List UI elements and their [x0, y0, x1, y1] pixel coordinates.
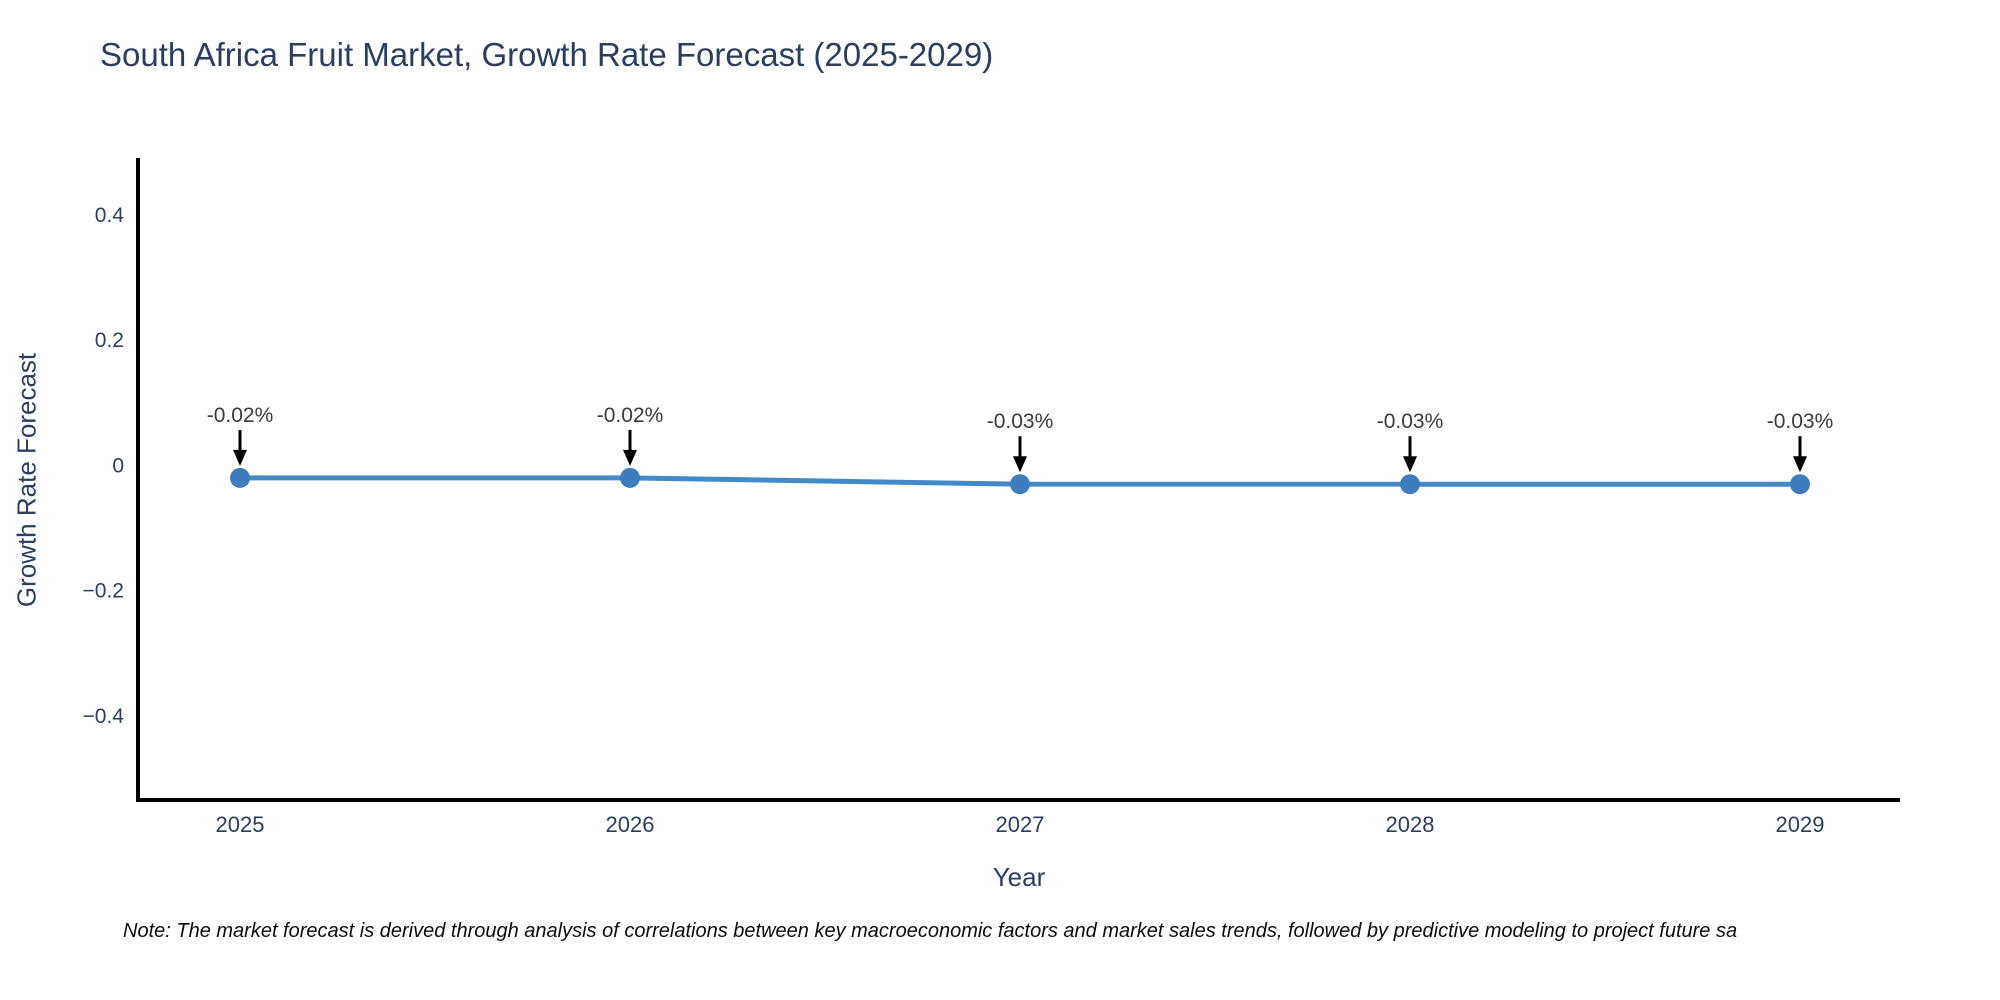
data-point[interactable] [1010, 474, 1030, 495]
x-tick-label: 2025 [216, 812, 265, 837]
annotation-arrowhead [1403, 456, 1417, 473]
x-axis-title: Year [992, 862, 1046, 892]
point-annotation: -0.03% [1377, 410, 1444, 433]
annotation-arrowhead [233, 449, 247, 466]
annotation-arrowhead [1793, 456, 1807, 473]
y-tick-label: 0 [112, 454, 124, 477]
point-annotation: -0.02% [597, 404, 664, 427]
data-point[interactable] [1790, 474, 1810, 495]
data-point[interactable] [230, 467, 250, 488]
data-point[interactable] [1400, 474, 1420, 495]
annotation-arrowhead [623, 449, 637, 466]
x-tick-label: 2027 [996, 812, 1045, 837]
point-annotation: -0.03% [987, 410, 1054, 433]
data-point[interactable] [620, 467, 640, 488]
footnote: Note: The market forecast is derived thr… [123, 920, 1738, 942]
x-tick-label: 2029 [1776, 812, 1825, 837]
x-tick-label: 2026 [606, 812, 655, 837]
y-tick-label: 0.2 [95, 329, 124, 352]
annotation-arrowhead [1013, 456, 1027, 473]
y-tick-label: 0.4 [95, 204, 125, 227]
x-tick-label: 2028 [1386, 812, 1435, 837]
point-annotation: -0.02% [207, 404, 274, 427]
y-tick-label: −0.4 [83, 705, 125, 728]
chart-title: South Africa Fruit Market, Growth Rate F… [100, 36, 994, 73]
y-tick-label: −0.2 [83, 580, 124, 603]
point-annotation: -0.03% [1767, 410, 1834, 433]
